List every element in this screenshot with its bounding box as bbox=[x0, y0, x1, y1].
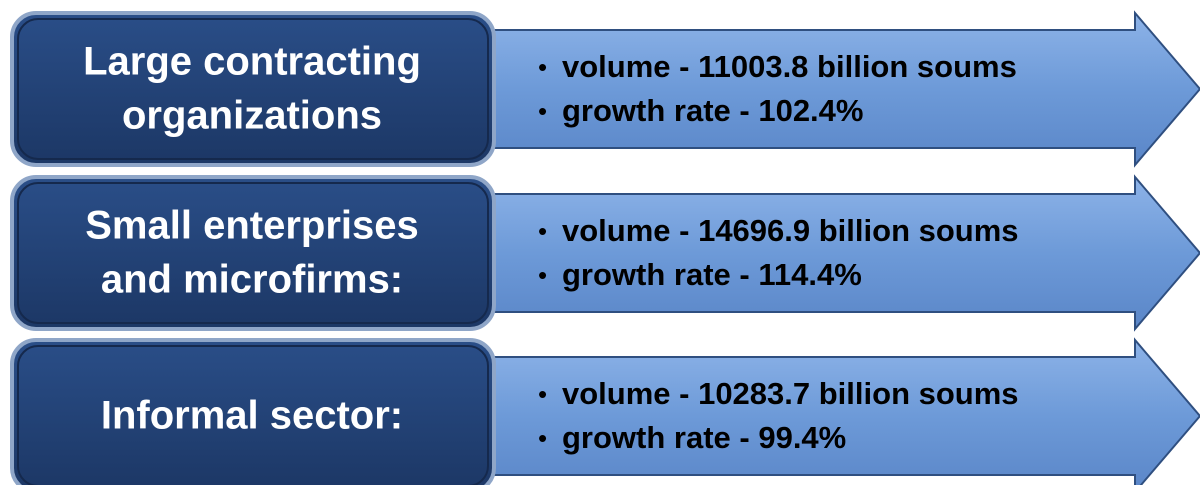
row: Informal sector: • volume - 10283.7 billio… bbox=[10, 337, 1200, 485]
bullet-text: growth rate - 99.4% bbox=[562, 420, 846, 455]
label-box bbox=[10, 338, 496, 485]
bullet-text: growth rate - 114.4% bbox=[562, 257, 862, 292]
bullet-text: volume - 14696.9 billion soums bbox=[562, 213, 1019, 248]
bullet-dot: • bbox=[538, 379, 547, 409]
arrow bbox=[479, 337, 1200, 485]
label-box-inner bbox=[17, 182, 489, 324]
row: Small enterprises and microfirms: • volume … bbox=[10, 174, 1200, 332]
bullet-dot: • bbox=[538, 52, 547, 82]
bullet-dot: • bbox=[538, 260, 547, 290]
arrow bbox=[479, 174, 1200, 332]
label-line: organizations bbox=[122, 94, 382, 138]
arrow bbox=[479, 10, 1200, 168]
label-box bbox=[10, 11, 496, 167]
bullet-dot: • bbox=[538, 423, 547, 453]
label-box bbox=[10, 175, 496, 331]
row: Large contracting organizations • volume - … bbox=[10, 10, 1200, 168]
bullet-text: volume - 11003.8 billion soums bbox=[562, 49, 1017, 84]
label-box-inner bbox=[17, 18, 489, 160]
bullet-text: volume - 10283.7 billion soums bbox=[562, 376, 1019, 411]
bullet-dot: • bbox=[538, 216, 547, 246]
label-line: Small enterprises bbox=[85, 204, 419, 248]
label-line: Informal sector: bbox=[101, 394, 403, 438]
bullet-dot: • bbox=[538, 96, 547, 126]
label-line: Large contracting bbox=[83, 40, 421, 84]
label-box-inner bbox=[17, 345, 489, 485]
label-line: and microfirms: bbox=[101, 258, 403, 302]
bullet-text: growth rate - 102.4% bbox=[562, 93, 863, 128]
